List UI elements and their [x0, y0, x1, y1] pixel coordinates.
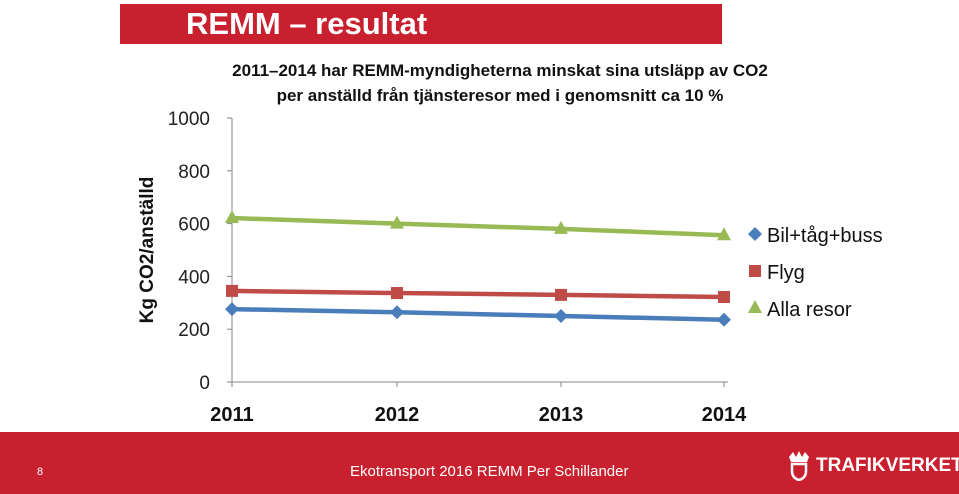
data-point-2-2	[554, 220, 568, 234]
x-tick-label: 2013	[539, 404, 584, 426]
trafikverket-logo: TRAFIKVERKET	[786, 449, 959, 483]
legend-label-0: Bil+tåg+buss	[767, 225, 883, 247]
y-axis-label: Kg CO2/anställd	[137, 177, 158, 324]
y-tick-label: 600	[178, 215, 210, 236]
data-point-2-1	[390, 215, 404, 229]
y-tick-label: 0	[199, 373, 210, 394]
data-point-1-3	[718, 290, 730, 303]
data-point-2-0	[225, 210, 239, 224]
legend-label-2: Alla resor	[767, 299, 852, 321]
x-tick-label: 2014	[702, 404, 747, 426]
data-point-0-2	[554, 309, 568, 323]
legend-label-1: Flyg	[767, 262, 805, 284]
data-point-0-0	[225, 302, 239, 317]
page-number: 8	[37, 466, 44, 478]
data-point-1-1	[391, 287, 403, 300]
legend-marker-2	[748, 300, 762, 313]
series-line-0	[231, 306, 725, 322]
data-point-2-3	[717, 227, 731, 241]
logo-text: TRAFIKVERKET	[816, 455, 959, 476]
chart-title-line-2: per anställd från tjänsteresor med i gen…	[276, 86, 724, 105]
legend-marker-0	[748, 227, 762, 241]
data-point-0-3	[717, 312, 731, 327]
y-tick-label: 400	[178, 267, 210, 288]
footer-bar: 8 Ekotransport 2016 REMM Per Schillander…	[0, 432, 959, 494]
legend-marker-1	[749, 265, 761, 277]
series-line-2	[231, 215, 725, 238]
y-tick-label: 1000	[168, 109, 210, 130]
footer-credit: Ekotransport 2016 REMM Per Schillander	[350, 463, 629, 480]
y-tick-label: 200	[178, 320, 210, 341]
data-point-1-2	[555, 288, 567, 301]
chart-title-line-1: 2011–2014 har REMM-myndigheterna minskat…	[232, 61, 768, 80]
line-chart: 0 200 400 600 800 1000 2011 2012 2013 2014 Kg CO2/…	[137, 109, 883, 426]
x-tick-label: 2011	[210, 404, 253, 426]
data-point-1-0	[226, 284, 238, 297]
y-tick-label: 800	[178, 162, 210, 183]
slide-title: REMM – resultat	[186, 6, 428, 41]
data-point-0-1	[390, 305, 404, 320]
slide-title-bar: REMM – resultat	[120, 4, 722, 44]
series-line-1	[231, 288, 725, 300]
chart-title: 2011–2014 har REMM-myndigheterna minskat…	[180, 58, 820, 108]
crown-icon	[789, 451, 809, 482]
x-tick-label: 2012	[375, 404, 420, 426]
